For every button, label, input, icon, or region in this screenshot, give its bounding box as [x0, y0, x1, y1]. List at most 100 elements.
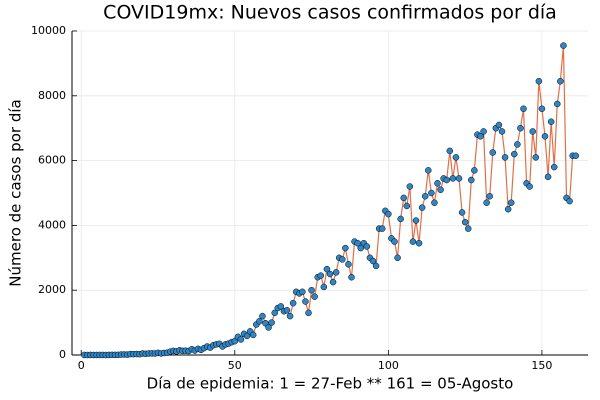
point	[526, 183, 533, 190]
point	[495, 121, 503, 129]
point	[406, 183, 414, 190]
point	[449, 175, 457, 182]
point	[409, 238, 417, 245]
point	[452, 154, 460, 161]
point	[369, 257, 377, 265]
chart-title: COVID19mx: Nuevos casos confirmados por …	[103, 2, 557, 24]
point	[305, 309, 312, 317]
point	[529, 128, 536, 135]
point	[289, 299, 297, 307]
point	[329, 278, 337, 286]
point	[286, 312, 294, 320]
point	[326, 270, 334, 278]
point	[458, 209, 466, 216]
y-axis-label: Número de casos por día	[7, 99, 25, 286]
x-tick-label: 100	[378, 359, 399, 372]
point	[483, 199, 490, 206]
x-tick-label: 50	[228, 359, 242, 372]
point	[403, 202, 411, 210]
point	[464, 225, 472, 232]
x-tick-label: 150	[531, 359, 552, 372]
point	[520, 105, 527, 113]
point	[317, 272, 325, 279]
point	[428, 189, 435, 197]
point	[237, 336, 245, 343]
point	[566, 197, 573, 205]
line	[84, 45, 576, 356]
point	[446, 147, 454, 155]
point	[415, 239, 423, 247]
point	[400, 194, 407, 202]
point	[455, 175, 463, 182]
point	[557, 77, 564, 85]
point	[477, 133, 484, 140]
x-tick-label: 0	[78, 359, 85, 372]
point	[277, 303, 285, 310]
point	[443, 176, 450, 184]
point	[550, 163, 558, 171]
point	[323, 265, 331, 273]
point	[501, 154, 509, 161]
point	[547, 118, 555, 125]
point	[532, 154, 540, 161]
point	[363, 243, 371, 250]
point	[302, 298, 309, 305]
y-tick-label: 6000	[38, 154, 66, 167]
point	[541, 133, 549, 140]
point	[243, 332, 251, 340]
point	[489, 149, 497, 156]
point	[418, 204, 426, 211]
point	[357, 244, 364, 252]
point	[268, 319, 275, 326]
point	[265, 324, 272, 331]
point	[507, 199, 515, 206]
point	[471, 167, 478, 174]
point	[342, 244, 349, 252]
point	[461, 218, 469, 226]
point	[378, 225, 386, 232]
point	[256, 318, 263, 325]
point	[259, 312, 266, 320]
point	[425, 167, 432, 174]
point	[511, 150, 518, 158]
point	[504, 205, 512, 213]
point	[332, 269, 340, 276]
point	[397, 215, 404, 223]
point	[544, 173, 552, 181]
point	[271, 309, 278, 317]
y-tick-label: 2000	[38, 283, 66, 296]
x-axis-label: Día de epidemia: 1 = 27-Feb ** 161 = 05-…	[147, 375, 514, 393]
point	[480, 128, 487, 135]
point	[372, 262, 380, 270]
point	[498, 128, 506, 135]
point	[412, 217, 420, 224]
point	[394, 254, 401, 262]
point	[421, 192, 429, 200]
point	[299, 288, 306, 296]
point	[517, 124, 524, 132]
point	[431, 199, 438, 206]
point	[560, 42, 567, 49]
point	[437, 186, 444, 194]
point	[348, 273, 355, 281]
point	[468, 176, 475, 184]
point	[572, 152, 579, 159]
point	[283, 307, 291, 314]
y-tick-label: 8000	[38, 89, 66, 102]
y-tick-label: 0	[59, 348, 66, 361]
point	[311, 293, 318, 300]
point	[345, 261, 352, 268]
point	[339, 256, 346, 263]
point	[514, 141, 521, 148]
point	[434, 180, 441, 187]
point	[308, 286, 315, 294]
point	[249, 331, 257, 339]
point	[554, 100, 561, 108]
y-tick-label: 10000	[31, 24, 66, 37]
y-tick-label: 4000	[38, 218, 66, 231]
point	[486, 192, 493, 200]
point	[385, 210, 392, 218]
point	[391, 238, 398, 245]
point	[535, 77, 543, 85]
